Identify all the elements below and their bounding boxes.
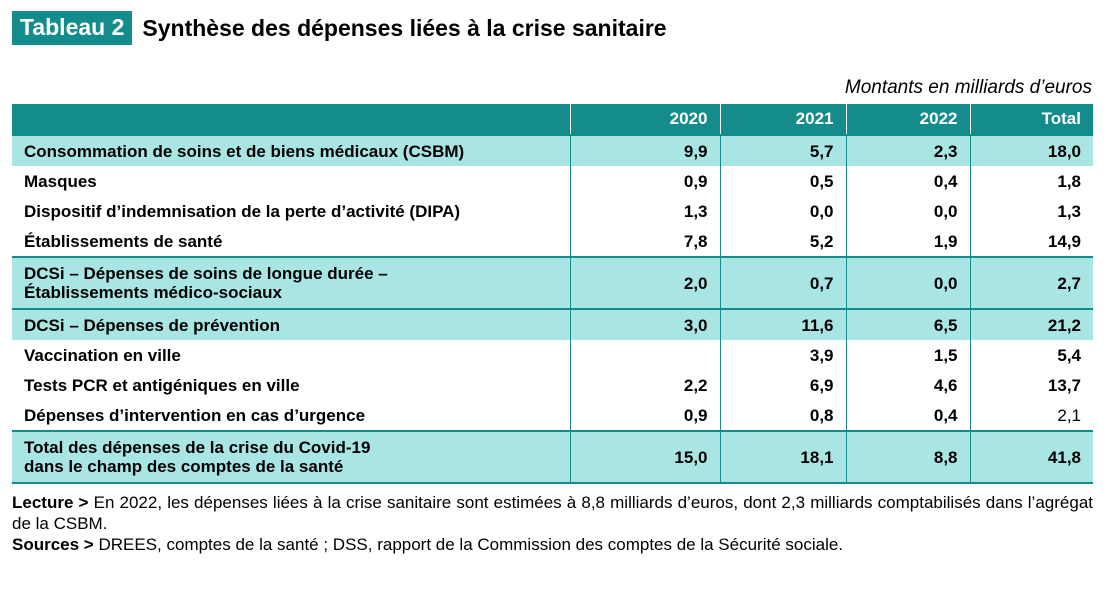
row-label: Total des dépenses de la crise du Covid-… [12, 430, 570, 484]
cell-2022: 6,5 [845, 308, 970, 340]
row-label: Dispositif d’indemnisation de la perte d… [24, 201, 461, 221]
cell-2020: 9,9 [569, 134, 720, 166]
cell-2021: 11,6 [719, 308, 846, 340]
cell-2022: 2,3 [845, 134, 970, 166]
units-caption: Montants en milliards d’euros [844, 77, 1092, 98]
page-title: Synthèse des dépenses liées à la crise s… [142, 14, 667, 41]
cell-2022: 0,0 [845, 196, 970, 226]
cell-2020: 1,3 [569, 196, 720, 226]
cell-2022: 0,4 [845, 400, 970, 431]
cell-2020: 2,0 [569, 256, 720, 309]
cell-2022: 0,4 [845, 166, 970, 196]
table-row: DCSi – Dépenses de soins de longue durée… [12, 256, 1093, 309]
table-row: Consommation de soins et de biens médica… [12, 134, 1093, 166]
sources-label: Sources > [12, 535, 94, 554]
cell-total: 41,8 [969, 430, 1093, 484]
row-label-line-2: Établissements médico-sociaux [24, 283, 282, 302]
row-label: Tests PCR et antigéniques en ville [24, 375, 300, 395]
table-row-total: Total des dépenses de la crise du Covid-… [12, 430, 1093, 484]
table-title-row: Tableau 2 Synthèse des dépenses liées à … [12, 10, 667, 46]
cell-2021: 3,9 [719, 340, 846, 370]
table-row: Dépenses d’intervention en cas d’urgence… [12, 400, 1093, 431]
cell-total: 1,3 [969, 196, 1093, 226]
cell-2021: 5,7 [719, 134, 846, 166]
cell-2020: 15,0 [569, 430, 720, 484]
expenses-table: 2020 2021 2022 Total Consommation de soi… [12, 104, 1093, 484]
cell-total: 21,2 [969, 308, 1093, 340]
cell-total: 18,0 [969, 134, 1093, 166]
lecture-text: En 2022, les dépenses liées à la crise s… [12, 493, 1093, 533]
cell-2021: 0,7 [719, 256, 846, 309]
cell-total: 2,7 [969, 256, 1093, 309]
cell-2020: 0,9 [569, 166, 720, 196]
table-number-tag: Tableau 2 [12, 11, 133, 45]
row-label: Établissements de santé [24, 231, 223, 251]
cell-2022: 0,0 [845, 256, 970, 309]
cell-2020: 0,9 [569, 400, 720, 431]
column-header-label [12, 104, 570, 135]
cell-total: 1,8 [969, 166, 1093, 196]
column-header-total: Total [969, 104, 1093, 135]
row-label-line-1: Total des dépenses de la crise du Covid-… [24, 438, 371, 457]
sources-note: Sources > DREES, comptes de la santé ; D… [12, 534, 1093, 555]
cell-2022: 4,6 [845, 370, 970, 400]
cell-2020: 2,2 [569, 370, 720, 400]
table-notes: Lecture > En 2022, les dépenses liées à … [12, 492, 1093, 555]
table-row: Tests PCR et antigéniques en ville 2,2 6… [12, 370, 1093, 400]
lecture-label: Lecture > [12, 493, 89, 512]
table-row: Dispositif d’indemnisation de la perte d… [12, 196, 1093, 226]
row-label: Vaccination en ville [24, 345, 181, 365]
table-row: DCSi – Dépenses de prévention 3,0 11,6 6… [12, 308, 1093, 340]
row-label: DCSi – Dépenses de soins de longue durée… [12, 256, 570, 309]
cell-2022: 1,5 [845, 340, 970, 370]
cell-2020: 7,8 [569, 226, 720, 257]
cell-2022: 8,8 [845, 430, 970, 484]
column-header-2020: 2020 [569, 104, 720, 135]
cell-2022: 1,9 [845, 226, 970, 257]
row-label-line-1: DCSi – Dépenses de soins de longue durée… [24, 264, 388, 283]
cell-2021: 18,1 [719, 430, 846, 484]
cell-2020 [569, 340, 720, 370]
cell-total: 14,9 [969, 226, 1093, 257]
row-label: Masques [24, 171, 97, 191]
column-header-2022: 2022 [845, 104, 970, 135]
cell-total: 13,7 [969, 370, 1093, 400]
cell-2021: 6,9 [719, 370, 846, 400]
sources-text: DREES, comptes de la santé ; DSS, rappor… [93, 535, 844, 554]
cell-2020: 3,0 [569, 308, 720, 340]
table-header-row: 2020 2021 2022 Total [12, 104, 1093, 135]
column-header-2021: 2021 [719, 104, 846, 135]
row-label: Consommation de soins et de biens médica… [12, 134, 570, 166]
table-row: Vaccination en ville 3,9 1,5 5,4 [12, 340, 1093, 370]
cell-2021: 0,8 [719, 400, 846, 431]
table-row: Masques 0,9 0,5 0,4 1,8 [12, 166, 1093, 196]
row-label: Dépenses d’intervention en cas d’urgence [24, 405, 366, 425]
cell-total: 2,1 [969, 400, 1093, 431]
cell-2021: 0,0 [719, 196, 846, 226]
row-label-line-2: dans le champ des comptes de la santé [24, 457, 344, 476]
cell-total: 5,4 [969, 340, 1093, 370]
cell-2021: 0,5 [719, 166, 846, 196]
cell-2021: 5,2 [719, 226, 846, 257]
row-label: DCSi – Dépenses de prévention [12, 308, 570, 340]
lecture-note: Lecture > En 2022, les dépenses liées à … [12, 492, 1093, 534]
table-row: Établissements de santé 7,8 5,2 1,9 14,9 [12, 226, 1093, 257]
